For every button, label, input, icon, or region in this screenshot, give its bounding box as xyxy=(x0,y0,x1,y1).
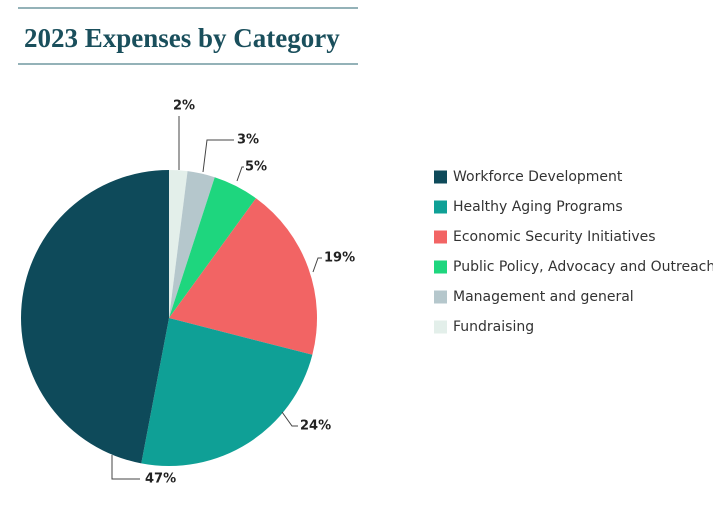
pie-slice xyxy=(169,198,317,355)
chart-title: 2023 Expenses by Category xyxy=(24,23,340,53)
legend-swatch xyxy=(434,290,447,304)
legend-label: Fundraising xyxy=(453,319,534,335)
leader-line xyxy=(236,166,244,182)
legend-swatch xyxy=(434,200,447,214)
legend-label: Workforce Development xyxy=(453,169,623,185)
legend-label: Healthy Aging Programs xyxy=(453,199,623,215)
value-label: 47% xyxy=(145,472,176,487)
value-label: 3% xyxy=(237,133,259,148)
value-label: 5% xyxy=(245,160,267,175)
pie-slice xyxy=(141,318,313,466)
pie-slice xyxy=(169,170,188,318)
legend-swatch xyxy=(434,230,447,244)
legend-swatch xyxy=(434,170,447,184)
leader-line xyxy=(202,139,234,173)
legend-label: Management and general xyxy=(453,289,634,305)
legend-swatch xyxy=(434,260,447,274)
leader-line xyxy=(312,257,322,273)
leader-line xyxy=(281,411,298,427)
legend-label: Public Policy, Advocacy and Outreach xyxy=(453,259,713,275)
value-label: 2% xyxy=(173,99,195,114)
value-label: 24% xyxy=(300,419,331,434)
pie-slice xyxy=(169,171,215,318)
value-label: 19% xyxy=(324,251,355,266)
legend-swatch xyxy=(434,320,447,334)
pie-slice xyxy=(20,170,170,464)
leader-line xyxy=(111,455,140,480)
legend-label: Economic Security Initiatives xyxy=(453,229,656,245)
pie-slice xyxy=(169,177,256,318)
